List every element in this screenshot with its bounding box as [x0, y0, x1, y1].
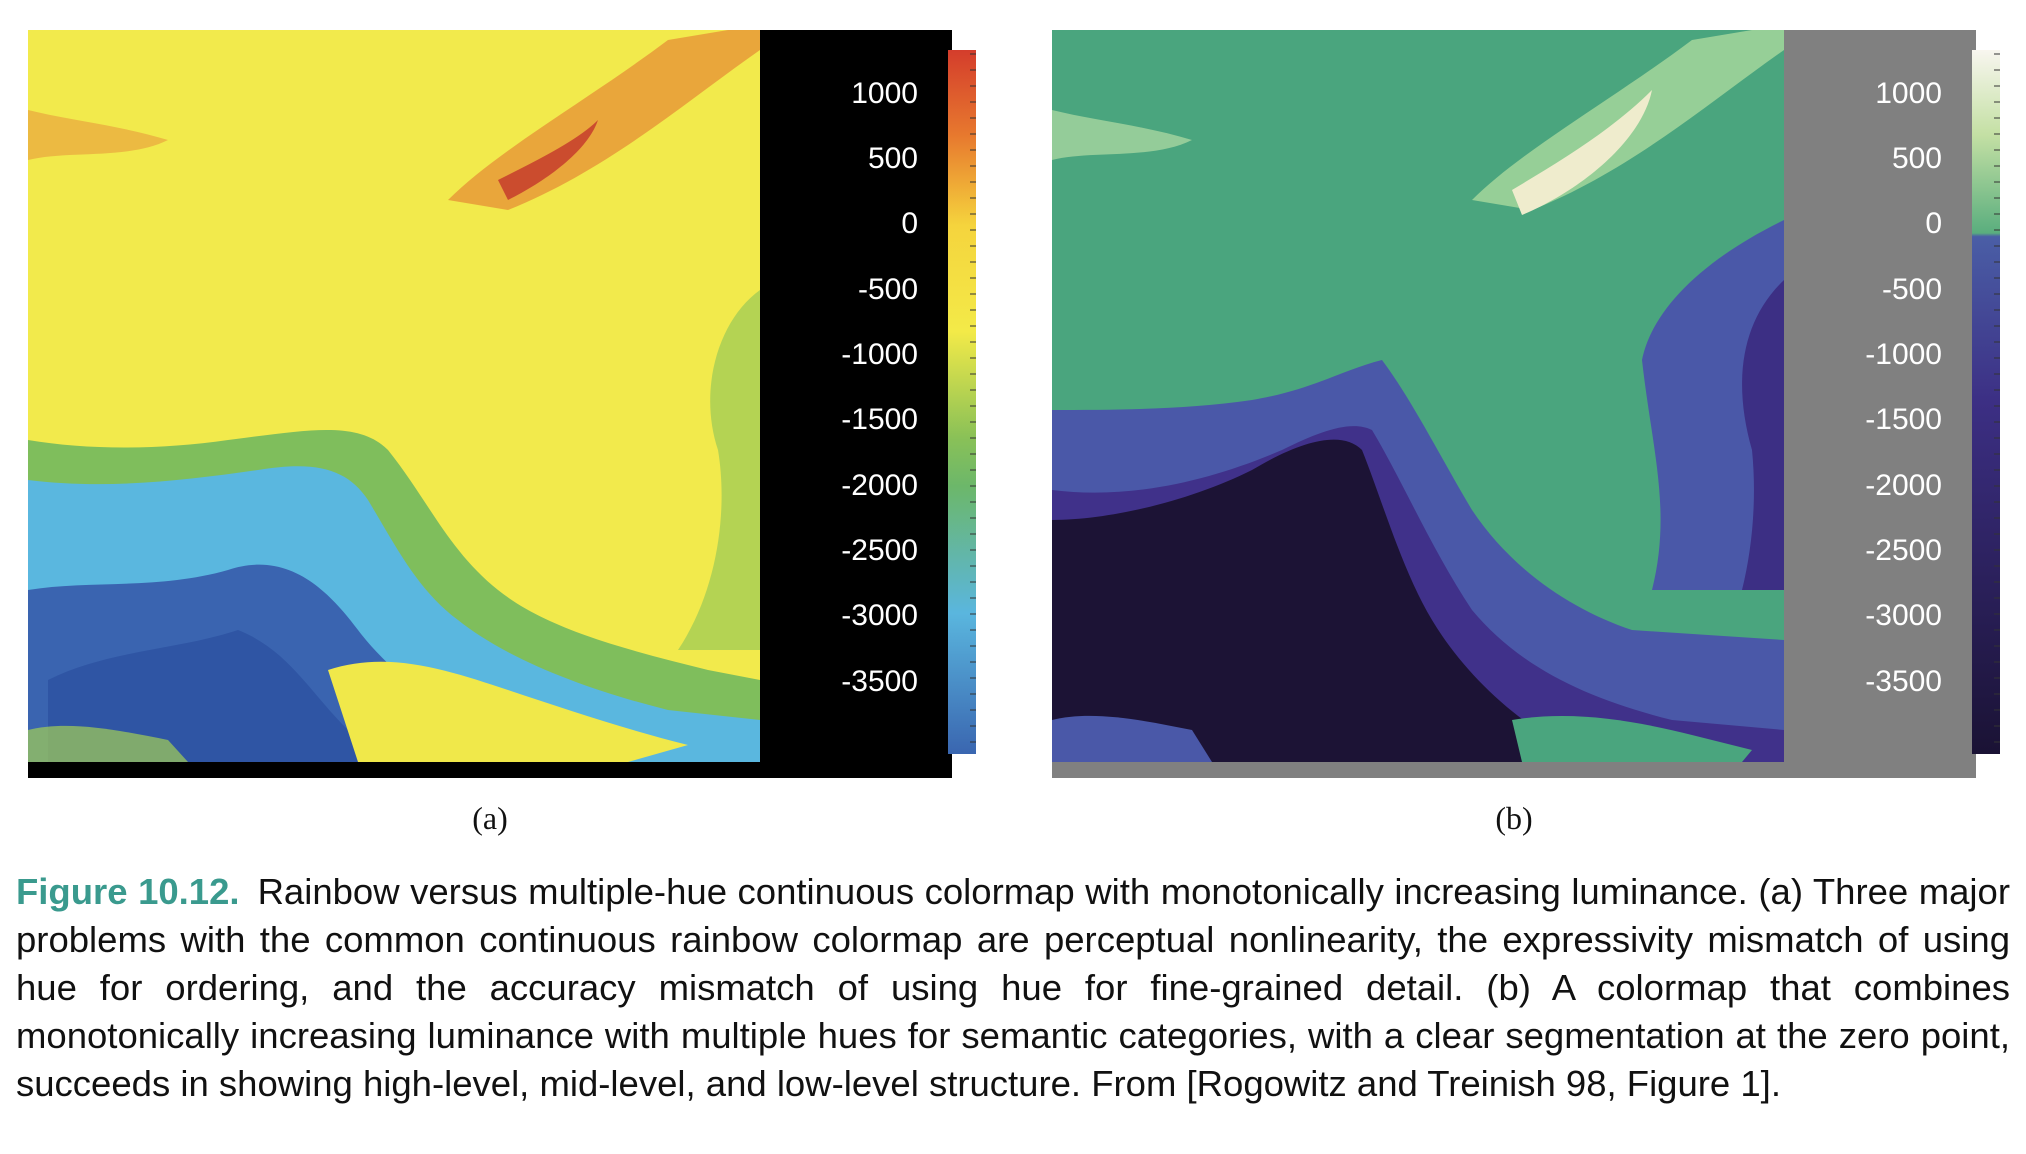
colorbar-tick-label: -3000	[1865, 599, 1942, 632]
elevation-map-rainbow	[28, 30, 760, 762]
atlantic-coast-band	[678, 290, 760, 650]
southern-shelf	[1052, 715, 1212, 762]
highland-west	[28, 110, 168, 160]
highland-peak	[1512, 90, 1652, 215]
colorbar-tick-label: -3000	[841, 599, 918, 632]
colorbar-tick-label: -2000	[841, 469, 918, 502]
deep-core	[48, 630, 368, 762]
gulf-deep	[1052, 439, 1592, 762]
elevation-map-multihue	[1052, 30, 1784, 762]
figure-panel-a: 1000 500 0 -500 -1000 -1500 -2000 -2500 …	[28, 30, 976, 778]
caption-text: Rainbow versus multiple-hue continuous c…	[16, 871, 2010, 1104]
atlantic-deep	[1742, 280, 1784, 590]
colorbar-tick-label: 1000	[851, 77, 918, 110]
colorbar-tick-label: 0	[1925, 207, 1942, 240]
colorbar-tick-label: 1000	[1875, 77, 1942, 110]
figure-caption: Figure 10.12. Rainbow versus multiple-hue…	[16, 868, 2010, 1108]
colorbar-tick-label: -1500	[1865, 403, 1942, 436]
colorbar-tick-label: 0	[901, 207, 918, 240]
colorbar-tick-label: 500	[867, 142, 918, 175]
southern-land	[28, 725, 188, 762]
colorbar-rainbow	[948, 50, 976, 754]
colorbar-multihue	[1972, 50, 2000, 754]
cuba-landmass	[328, 661, 688, 762]
figure-label: Figure 10.12.	[16, 871, 240, 912]
colorbar-tick-label: -1000	[841, 338, 918, 371]
highland-peak	[498, 120, 598, 200]
colorbar-tick-label: -1500	[841, 403, 918, 436]
colorbar-tick-label: -1000	[1865, 338, 1942, 371]
colorbar-tick-label: -3500	[841, 665, 918, 698]
colorbar-tick-label: -3500	[1865, 665, 1942, 698]
colorbar-tick-label: -500	[857, 273, 918, 306]
colorbar-tick-label: -2000	[1865, 469, 1942, 502]
colorbar-tick-label: -2500	[1865, 534, 1942, 567]
atlantic-water	[1642, 220, 1784, 590]
colorbar-tick-label: -500	[1881, 273, 1942, 306]
highland-band	[448, 30, 760, 210]
subcaption-a: (a)	[472, 800, 508, 836]
highland-west	[1052, 110, 1192, 160]
figure-panel-b: 1000 500 0 -500 -1000 -1500 -2000 -2500 …	[1052, 30, 2000, 778]
colorbar-tick-label: -2500	[841, 534, 918, 567]
colorbar-tick-label: 500	[1891, 142, 1942, 175]
subcaption-b: (b)	[1495, 800, 1533, 836]
cuba-landmass	[1512, 715, 1752, 762]
